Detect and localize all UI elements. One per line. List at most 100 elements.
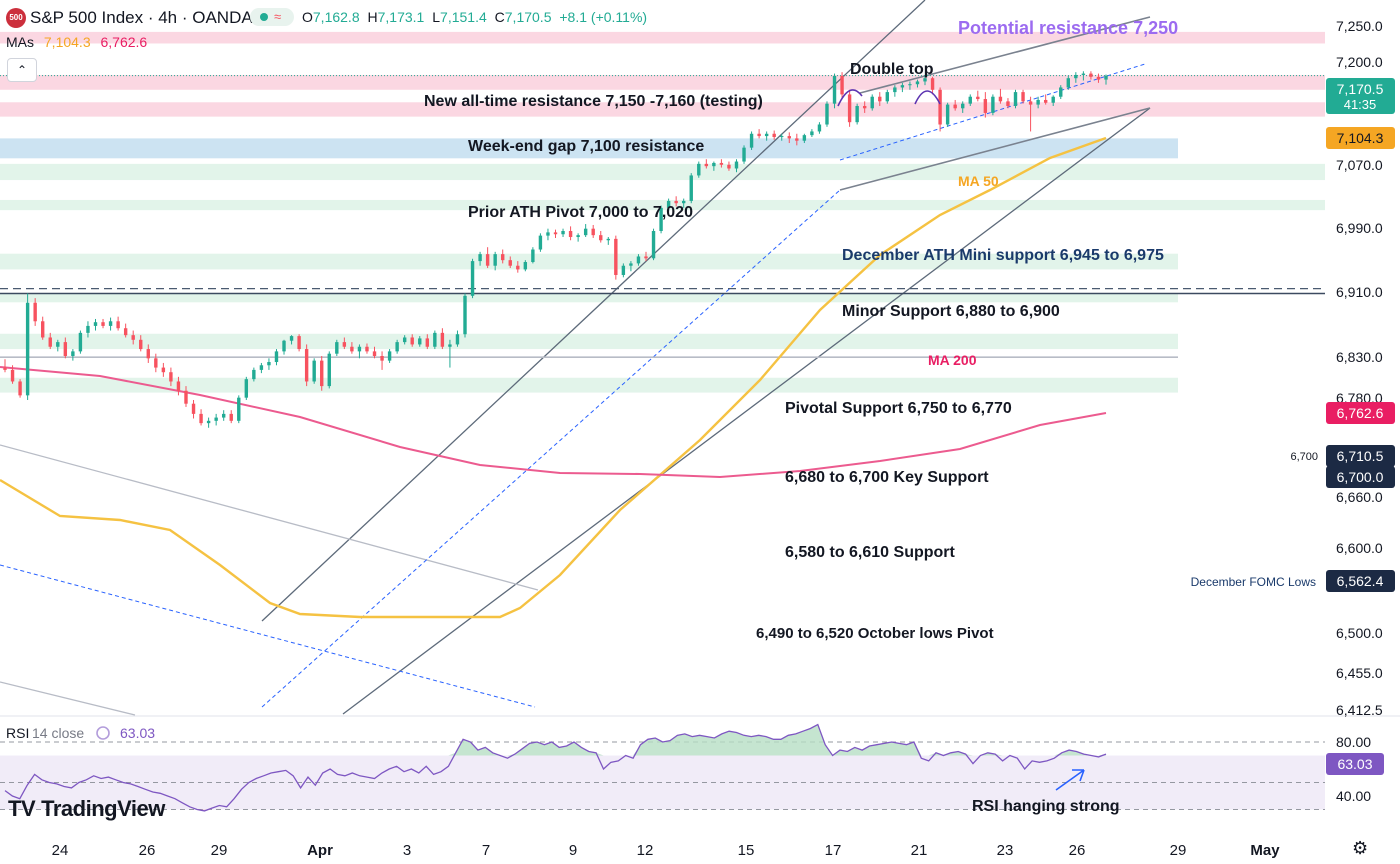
- candle: [501, 249, 505, 264]
- candle: [267, 358, 271, 370]
- candle-body: [71, 351, 75, 357]
- candle: [1096, 73, 1101, 83]
- candle: [1081, 71, 1086, 81]
- candle-body: [893, 87, 897, 93]
- candle: [221, 410, 226, 421]
- candle-body: [976, 96, 980, 100]
- candle-body: [282, 340, 286, 352]
- candle-body: [335, 342, 339, 354]
- ma-legend[interactable]: MAs 7,104.3 6,762.6: [6, 34, 147, 50]
- dashed-trend-2: [839, 63, 1146, 161]
- candle: [772, 130, 776, 140]
- ma50-legend-value: 7,104.3: [43, 34, 91, 50]
- candle-body: [576, 235, 580, 238]
- rsi-label: RSI: [6, 725, 29, 741]
- candle: [1074, 72, 1078, 83]
- candle-body: [1074, 74, 1078, 79]
- candle: [274, 349, 279, 366]
- candle: [418, 336, 422, 347]
- dashed-trend-1: [261, 189, 841, 708]
- label-october-lows: 6,490 to 6,520 October lows Pivot: [756, 625, 994, 642]
- gear-icon[interactable]: ⚙: [1352, 838, 1369, 858]
- candle-body: [131, 335, 135, 340]
- candle: [259, 362, 264, 374]
- candle-body: [591, 228, 595, 236]
- market-status-pill[interactable]: ≈: [250, 8, 294, 26]
- label-fomc-lows: December FOMC Lows: [1191, 575, 1316, 589]
- candle-body: [1081, 73, 1086, 75]
- candle-body: [470, 261, 475, 296]
- candle-body: [395, 342, 399, 352]
- candle-body: [553, 232, 558, 235]
- candle: [244, 376, 249, 400]
- symbol-title[interactable]: S&P 500 Index · 4h · OANDA: [30, 8, 253, 27]
- candle-body: [651, 230, 656, 259]
- double-top-arc-1: [837, 89, 863, 107]
- candle: [795, 133, 799, 146]
- candle: [862, 101, 867, 113]
- candle-body: [689, 175, 693, 201]
- candle-body: [915, 81, 920, 85]
- candle-body: [48, 337, 52, 347]
- candle-body: [825, 103, 829, 125]
- time-tick: 9: [569, 842, 577, 859]
- label-rsi-note: RSI hanging strong: [972, 798, 1120, 815]
- candle-body: [229, 413, 233, 421]
- candle: [968, 94, 972, 106]
- candle-body: [410, 337, 414, 345]
- candle: [538, 233, 543, 252]
- candle-body: [983, 99, 988, 113]
- candle: [3, 359, 7, 373]
- candle-body: [832, 75, 837, 104]
- candle: [425, 334, 430, 350]
- zone-band-3: [0, 138, 1178, 159]
- price-tag-dark: 6,710.5: [1326, 445, 1395, 467]
- candle: [154, 353, 158, 373]
- candle: [297, 334, 301, 352]
- zone-band-0: [0, 31, 1325, 44]
- candle: [991, 94, 995, 116]
- candle: [470, 258, 475, 299]
- candle-body: [802, 135, 807, 141]
- candle: [48, 332, 52, 350]
- candle-body: [297, 336, 301, 350]
- candle-body: [1021, 92, 1025, 102]
- candle: [681, 198, 686, 208]
- candle: [704, 159, 709, 169]
- ohlc-close-value: 7,170.5: [504, 9, 552, 25]
- double-top-arc-2: [914, 90, 941, 105]
- candle-body: [320, 360, 324, 387]
- candle-body: [508, 260, 512, 266]
- candle-body: [523, 262, 528, 270]
- candle-body: [485, 254, 490, 266]
- candle: [938, 87, 942, 132]
- candle: [304, 344, 309, 387]
- trend-line-1: [342, 107, 1151, 715]
- price-tag-last: 7,170.541:35: [1326, 78, 1395, 114]
- candle: [961, 101, 965, 113]
- label-level-6700: 6,700: [1290, 451, 1318, 463]
- candle-body: [719, 162, 724, 165]
- candle-body: [961, 103, 965, 109]
- candle: [63, 337, 68, 359]
- candle: [516, 261, 520, 273]
- collapse-legend-button[interactable]: ⌃: [7, 58, 37, 82]
- candle-body: [108, 321, 113, 326]
- time-tick: 21: [911, 842, 928, 859]
- candle: [508, 256, 512, 269]
- candle: [1028, 96, 1033, 132]
- candle-body: [945, 104, 950, 125]
- candle: [335, 339, 339, 357]
- candle: [878, 92, 882, 106]
- ohlc-open-value: 7,162.8: [312, 9, 360, 25]
- candle-body: [448, 344, 452, 347]
- candle-body: [870, 96, 874, 109]
- candle: [983, 92, 988, 118]
- zone-band-7: [0, 293, 1178, 303]
- tradingview-logo[interactable]: TV TradingView: [8, 796, 165, 822]
- candle-body: [312, 360, 316, 382]
- ma-legend-label: MAs: [6, 34, 34, 50]
- candle: [237, 395, 241, 424]
